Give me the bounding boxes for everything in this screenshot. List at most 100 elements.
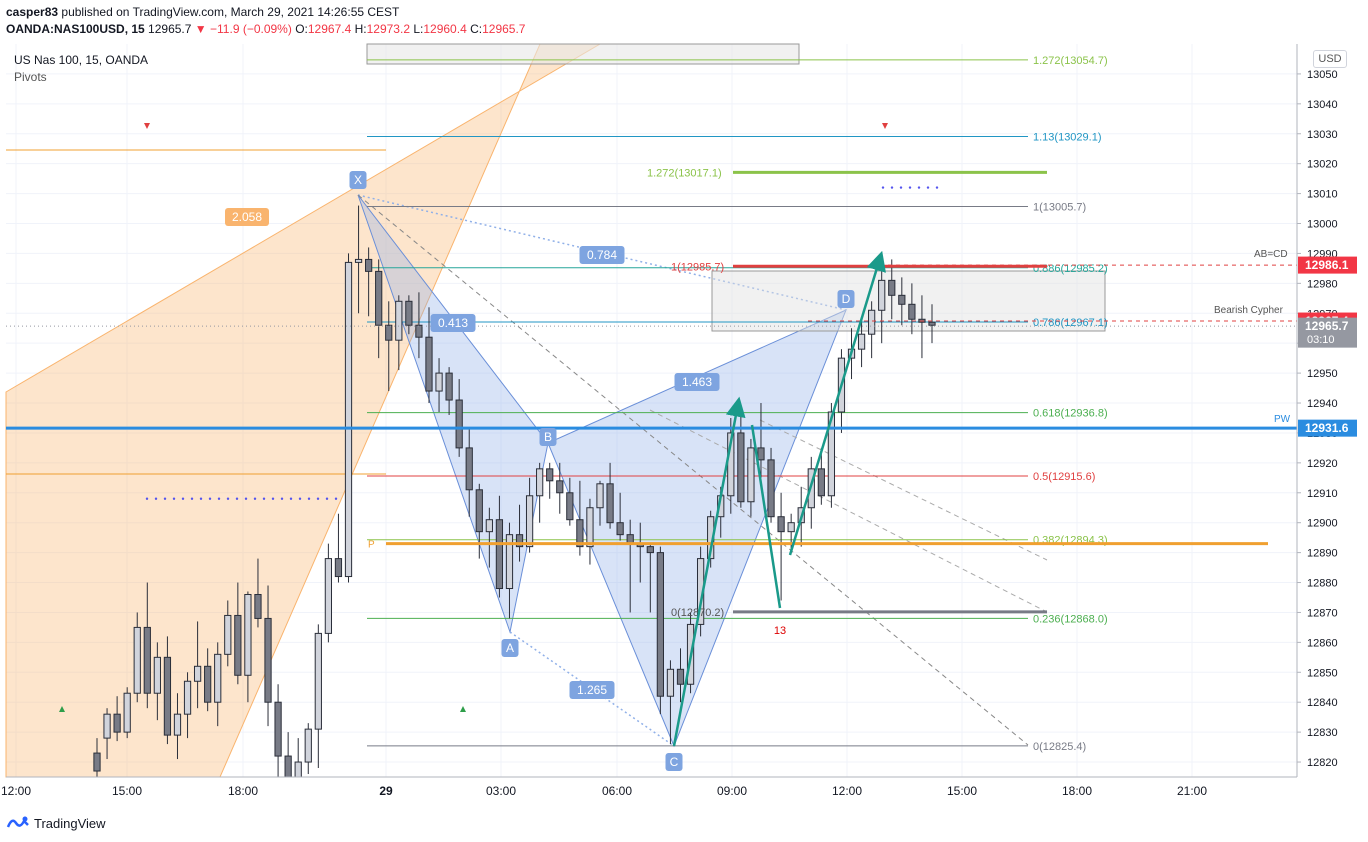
pivot-dot: [316, 497, 320, 500]
point-x-badge-bg: [349, 171, 367, 189]
candle-body: [415, 324, 423, 338]
ratio-0784-badge-bg: [579, 246, 625, 264]
candle-body: [525, 495, 534, 548]
y-tick-label: 12940: [1307, 398, 1338, 410]
candle-body: [334, 558, 343, 578]
candle-body: [676, 668, 685, 685]
buy-marker-icon: [59, 706, 65, 712]
legend-indicator[interactable]: Pivots: [14, 70, 47, 84]
y-tick-label: 13020: [1307, 159, 1338, 171]
candle-body: [556, 480, 564, 494]
y-tick-label: 12860: [1307, 637, 1338, 649]
price-label-text: 12986.1: [1305, 258, 1349, 272]
impulse-arrow: [672, 396, 746, 747]
pivot-dot: [253, 497, 257, 500]
price-label-bg: [1298, 256, 1357, 274]
pivot-dot: [145, 497, 149, 500]
candle-body: [898, 294, 906, 305]
ratio-1265-badge: 1.265: [569, 681, 615, 699]
symbol-name[interactable]: OANDA:NAS100USD, 15: [6, 22, 145, 36]
candle-body: [163, 656, 172, 736]
ratio-2058-text: 2.058: [232, 210, 262, 224]
currency-button[interactable]: USD: [1313, 50, 1347, 68]
candle-body: [928, 321, 936, 326]
impulse-arrow: [750, 424, 782, 609]
candle-body: [505, 534, 514, 590]
pivot-dot: [935, 186, 939, 189]
tradingview-logo-icon[interactable]: [6, 815, 30, 832]
candle-body: [767, 459, 775, 518]
y-tick-label: 12820: [1307, 757, 1338, 769]
pw-label: PW: [1274, 414, 1291, 425]
candle-body: [656, 552, 664, 697]
pivot-dot: [163, 497, 167, 500]
fib-level-label: 0.618(12936.8): [1033, 408, 1108, 420]
x-tick-label: 18:00: [1062, 784, 1092, 798]
pivot-dot: [334, 497, 338, 500]
candle-body: [123, 692, 131, 733]
candle-body: [385, 324, 393, 341]
high-label: H:: [354, 22, 367, 36]
ratio-1265-badge-bg: [569, 681, 615, 699]
price-change: −11.9 (−0.09%): [210, 22, 292, 36]
x-tick-label: 15:00: [947, 784, 977, 798]
y-tick-label: 13040: [1307, 99, 1338, 111]
pivot-dot: [280, 497, 284, 500]
candle-body: [365, 258, 373, 272]
candle-body: [868, 309, 876, 335]
candle-body: [566, 492, 574, 521]
price-label-text: 12931.6: [1305, 421, 1349, 435]
pivot-dot: [271, 497, 275, 500]
pivot-dot: [325, 497, 329, 500]
price-label-bg: [1298, 317, 1357, 348]
fib-level-label: 0.236(12868.0): [1033, 613, 1108, 625]
y-tick-label: 12910: [1307, 488, 1338, 500]
candle-body: [586, 507, 594, 548]
fib-level-label: 0.786(12967.1): [1033, 317, 1108, 329]
candle-body: [314, 632, 322, 730]
candle-body: [244, 593, 252, 676]
fib-level-label: 1.13(13029.1): [1033, 131, 1102, 143]
candle-body: [354, 258, 363, 263]
candle-body: [234, 614, 242, 676]
td-13-label: 13: [774, 625, 786, 637]
candle-body: [777, 516, 785, 533]
pivot-dot: [307, 497, 311, 500]
candle-body: [214, 653, 222, 703]
target-0-label: 0(12870.2): [671, 607, 724, 619]
point-b-badge-bg: [539, 428, 557, 446]
point-d-badge: D: [837, 290, 855, 308]
x-tick-label: 29: [379, 784, 393, 798]
price-label-countdown: 03:10: [1307, 334, 1335, 346]
publisher-name[interactable]: casper83: [6, 5, 59, 19]
x-tick-label: 21:00: [1177, 784, 1207, 798]
candle-body: [113, 713, 121, 733]
ratio-2058-bg: [225, 208, 269, 226]
buy-marker-icon: [460, 706, 466, 712]
point-c-badge-bg: [665, 753, 683, 771]
candle-body: [445, 372, 453, 401]
candle-body: [616, 522, 624, 536]
abcd-label: AB=CD: [1254, 249, 1288, 260]
footer-brand[interactable]: TradingView: [34, 816, 106, 831]
candle-body: [455, 399, 463, 449]
candle-body: [344, 261, 353, 578]
price-label-text: 12965.7: [1305, 319, 1349, 333]
ratio-1463-badge: 1.463: [674, 373, 720, 391]
x-tick-label: 03:00: [486, 784, 516, 798]
candle-body: [878, 279, 886, 311]
ac-dotted-line: [509, 631, 675, 747]
sell-marker-icon: [144, 123, 150, 129]
y-tick-label: 12880: [1307, 578, 1338, 590]
y-tick-label: 13010: [1307, 189, 1338, 201]
y-tick-label: 13030: [1307, 129, 1338, 141]
pivot-dot: [154, 497, 158, 500]
ratio-0784-badge: 0.784: [579, 246, 625, 264]
target-1272-label: 1.272(13017.1): [647, 167, 722, 179]
candle-body: [133, 626, 141, 694]
y-tick-label: 12900: [1307, 518, 1338, 530]
fib-level-label: 0.886(12985.2): [1033, 263, 1108, 275]
candle-body: [183, 680, 192, 715]
candle-body: [515, 534, 524, 548]
